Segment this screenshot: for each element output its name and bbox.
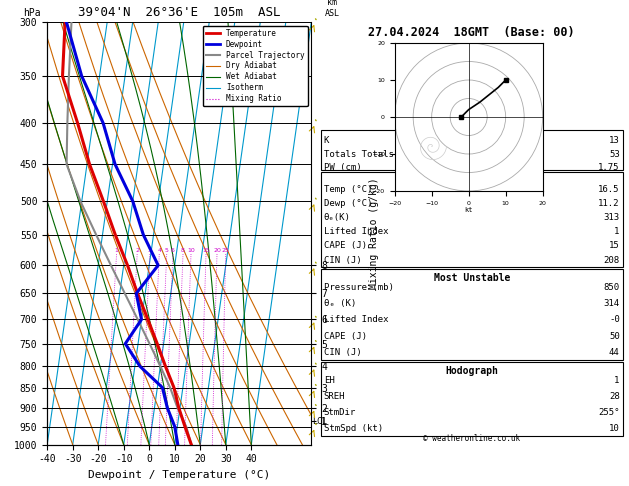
Title: 39°04'N  26°36'E  105m  ASL: 39°04'N 26°36'E 105m ASL [78,6,281,19]
Text: 10: 10 [187,248,195,253]
Text: Hodograph: Hodograph [445,366,498,377]
Text: 1: 1 [114,248,118,253]
Text: SREH: SREH [324,392,345,401]
Text: 53: 53 [609,150,620,158]
Text: 15: 15 [609,242,620,250]
Text: K: K [324,136,329,145]
Text: 2: 2 [135,248,139,253]
Text: 10: 10 [609,424,620,433]
Text: 27.04.2024  18GMT  (Base: 00): 27.04.2024 18GMT (Base: 00) [369,26,575,39]
Text: 16.5: 16.5 [598,185,620,194]
Text: 8: 8 [181,248,185,253]
Bar [321,362,623,436]
Text: 50: 50 [609,331,620,341]
Bar [321,130,623,170]
Text: 6: 6 [171,248,175,253]
Text: Pressure (mb): Pressure (mb) [324,283,394,292]
Text: 11.2: 11.2 [598,199,620,208]
Text: StmSpd (kt): StmSpd (kt) [324,424,383,433]
Text: Dewp (°C): Dewp (°C) [324,199,372,208]
Bar [321,172,623,267]
Text: Totals Totals: Totals Totals [324,150,394,158]
Text: 1.75: 1.75 [598,163,620,172]
Text: Temp (°C): Temp (°C) [324,185,372,194]
X-axis label: kt: kt [464,207,473,213]
Text: 3: 3 [148,248,152,253]
Text: 850: 850 [604,283,620,292]
Text: Most Unstable: Most Unstable [433,274,510,283]
Text: -0: -0 [609,315,620,325]
Text: CIN (J): CIN (J) [324,347,362,357]
Text: 208: 208 [604,256,620,264]
Text: θₑ(K): θₑ(K) [324,213,351,222]
Text: CAPE (J): CAPE (J) [324,242,367,250]
Text: © weatheronline.co.uk: © weatheronline.co.uk [423,434,520,443]
Text: km
ASL: km ASL [325,0,340,17]
Text: PW (cm): PW (cm) [324,163,362,172]
Text: 15: 15 [202,248,210,253]
Text: LCL: LCL [312,417,327,426]
Text: 25: 25 [222,248,230,253]
Text: 313: 313 [604,213,620,222]
Text: 4: 4 [157,248,161,253]
Text: EH: EH [324,376,335,385]
Y-axis label: Mixing Ratio (g/kg): Mixing Ratio (g/kg) [369,177,379,289]
Text: 1: 1 [615,227,620,236]
Text: StmDir: StmDir [324,408,356,417]
Text: hPa: hPa [23,8,41,17]
Text: 13: 13 [609,136,620,145]
Text: 1: 1 [615,376,620,385]
Text: 28: 28 [609,392,620,401]
Text: 314: 314 [604,299,620,309]
Text: CIN (J): CIN (J) [324,256,362,264]
Text: Surface: Surface [451,176,493,186]
Text: CAPE (J): CAPE (J) [324,331,367,341]
Text: Lifted Index: Lifted Index [324,227,388,236]
Text: Lifted Index: Lifted Index [324,315,388,325]
Text: 20: 20 [213,248,221,253]
Bar [321,269,623,360]
X-axis label: Dewpoint / Temperature (°C): Dewpoint / Temperature (°C) [88,470,270,480]
Text: 255°: 255° [598,408,620,417]
Text: θₑ (K): θₑ (K) [324,299,356,309]
Text: 44: 44 [609,347,620,357]
Text: 5: 5 [165,248,169,253]
Legend: Temperature, Dewpoint, Parcel Trajectory, Dry Adiabat, Wet Adiabat, Isotherm, Mi: Temperature, Dewpoint, Parcel Trajectory… [203,26,308,106]
